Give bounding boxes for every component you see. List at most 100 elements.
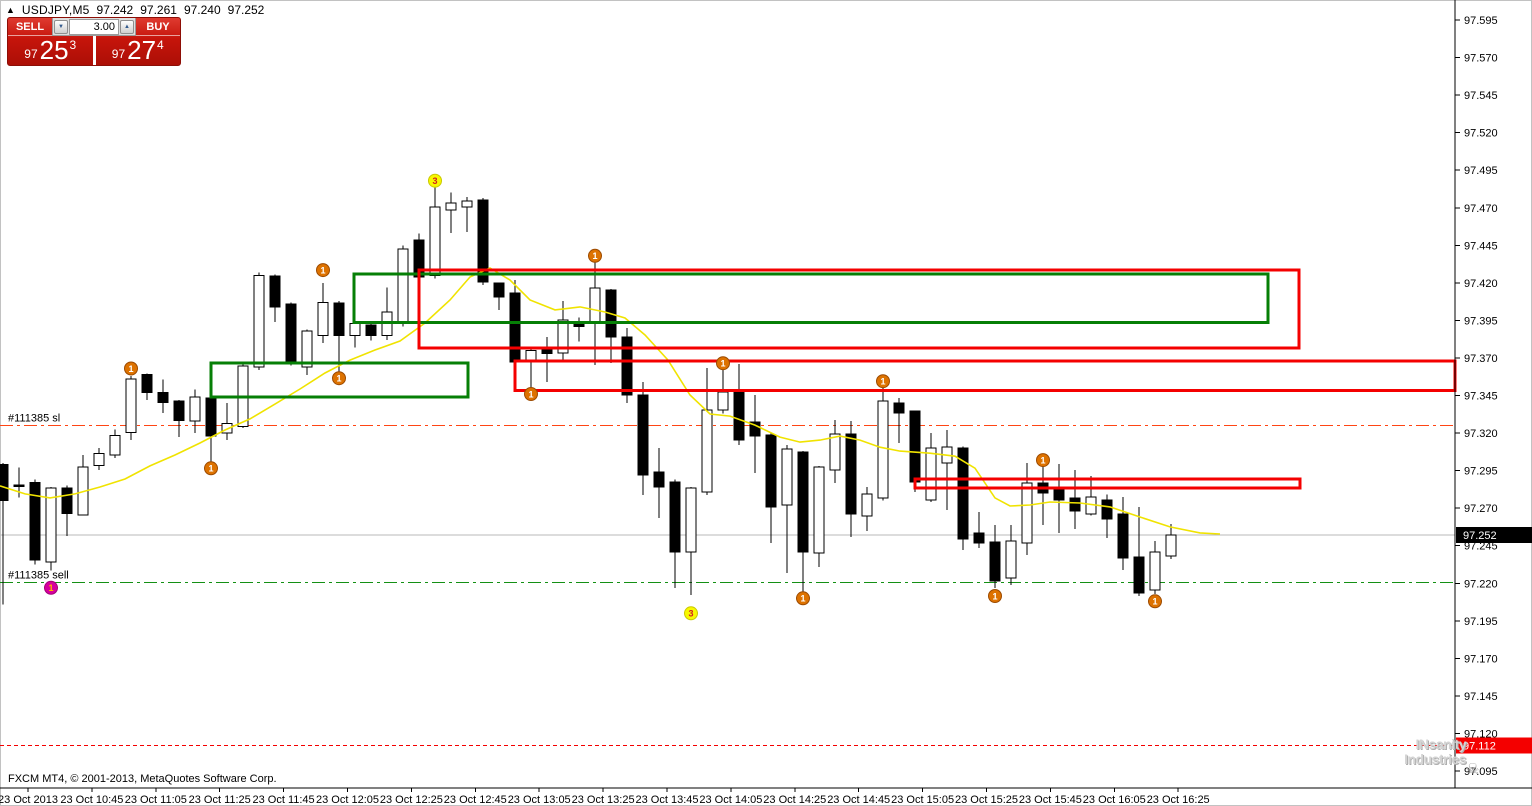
- buy-pipette: 4: [157, 38, 164, 52]
- candle: [189, 389, 201, 434]
- svg-text:3: 3: [688, 609, 693, 619]
- zones: [209, 268, 1457, 490]
- time-tick-label: 23 Oct 14:45: [827, 794, 890, 806]
- sell-pipette: 3: [69, 38, 77, 52]
- price-axis[interactable]: 97.595 97.570 97.545 97.520 97.495 97.470 97.4…: [1454, 0, 1532, 788]
- svg-text:1: 1: [128, 364, 133, 374]
- candle: [797, 451, 809, 598]
- svg-text:1: 1: [336, 374, 341, 384]
- terminal-copyright: FXCM MT4, © 2001-2013, MetaQuotes Softwa…: [8, 773, 277, 785]
- time-tick-label: 23 Oct 14:25: [763, 794, 826, 806]
- supply-zone-red-thin[interactable]: [913, 477, 1302, 490]
- candle: [381, 287, 393, 340]
- candle: [205, 395, 217, 466]
- symbol-label: USDJPY,M5: [21, 3, 90, 17]
- svg-text:1: 1: [208, 464, 213, 474]
- candle: [781, 445, 793, 573]
- price-tick-label: 97.270: [1464, 503, 1498, 515]
- candle: [29, 479, 41, 565]
- candle: [1165, 524, 1177, 560]
- current-price-badge: [1456, 527, 1532, 544]
- candle: [45, 487, 57, 571]
- stop-loss-line-label: #111385 sl: [8, 413, 60, 425]
- buy-price-display[interactable]: 97 27 4: [96, 36, 181, 65]
- time-tick-label: 23 Oct 14:05: [699, 794, 762, 806]
- volume-decrease-button[interactable]: ▼: [54, 19, 68, 34]
- candle: [253, 272, 265, 370]
- candle: [93, 448, 105, 470]
- price-tick-label: 97.120: [1464, 728, 1498, 740]
- price-tick-label: 97.320: [1464, 428, 1498, 440]
- candle: [445, 192, 457, 233]
- time-tick-label: 23 Oct 12:45: [444, 794, 507, 806]
- candle: [109, 429, 121, 458]
- signal-marker-orange: 1: [716, 356, 730, 371]
- candle: [173, 400, 185, 437]
- candle: [77, 454, 89, 516]
- candles: [0, 185, 1177, 605]
- collapse-panel-icon[interactable]: ▲: [6, 5, 15, 15]
- candle: [845, 421, 857, 537]
- candle: [285, 302, 297, 366]
- watermark-line2: Industries: [1404, 751, 1466, 767]
- price-tick-label: 97.395: [1464, 315, 1498, 327]
- triangle-up-icon: ▲: [124, 23, 130, 30]
- candle: [237, 363, 249, 428]
- price-tick-label: 97.220: [1464, 578, 1498, 590]
- svg-text:1: 1: [1152, 597, 1157, 607]
- candle: [813, 466, 825, 567]
- demand-zone-green-left[interactable]: [209, 361, 470, 399]
- candle: [685, 487, 697, 596]
- time-axis[interactable]: 23 Oct 2013 23 Oct 10:45 23 Oct 11:05 23 Oc…: [0, 787, 1532, 806]
- time-tick-label: 23 Oct 15:05: [891, 794, 954, 806]
- candle: [893, 398, 905, 444]
- signal-marker-orange: 1: [588, 248, 602, 263]
- price-tick-label: 97.420: [1464, 278, 1498, 290]
- candle: [861, 487, 873, 531]
- buy-pips: 27: [127, 35, 157, 65]
- signal-marker-orange: 1: [204, 461, 218, 476]
- trade-lines: #111385 sl #111385 sell: [0, 413, 1455, 746]
- signal-marker-yellow: 3: [428, 173, 442, 188]
- signal-marker-orange: 1: [796, 591, 810, 606]
- signal-markers: 1 1 1 1 3 1 1 3 1 1 1 1 1 1 1: [44, 173, 1162, 621]
- supply-zone-green-upper[interactable]: [352, 272, 1270, 325]
- symbol-ohlc-line: ▲ USDJPY,M5 97.242 97.261 97.240 97.252: [6, 3, 264, 17]
- time-tick-label: 23 Oct 12:25: [380, 794, 443, 806]
- buy-button[interactable]: BUY: [136, 18, 180, 36]
- alert-price-badge: [1456, 737, 1532, 754]
- signal-marker-orange: 1: [332, 371, 346, 386]
- candle: [1085, 476, 1097, 516]
- supply-zone-red-upper[interactable]: [417, 268, 1301, 350]
- sell-button[interactable]: SELL: [8, 18, 52, 36]
- volume-increase-button[interactable]: ▲: [120, 19, 134, 34]
- candle: [1117, 497, 1129, 570]
- svg-text:1: 1: [592, 251, 597, 261]
- supply-zone-red-mid[interactable]: [513, 359, 1457, 392]
- sell-entry-line-label: #111385 sell: [8, 570, 69, 582]
- time-tick-label: 23 Oct 13:45: [636, 794, 699, 806]
- signal-marker-orange: 1: [1036, 453, 1050, 468]
- time-tick-label: 23 Oct 13:05: [508, 794, 571, 806]
- candle: [157, 379, 169, 413]
- signal-marker-orange: 1: [1148, 594, 1162, 609]
- price-tick-label: 97.470: [1464, 203, 1498, 215]
- bar-open-value: 97.242: [96, 3, 134, 17]
- candle: [973, 512, 985, 549]
- candle: [557, 300, 569, 362]
- candle: [605, 288, 617, 364]
- candle: [269, 274, 281, 322]
- volume-input[interactable]: [69, 18, 119, 35]
- svg-text:1: 1: [48, 583, 53, 593]
- time-tick-label: 23 Oct 10:45: [60, 794, 123, 806]
- sell-big-figure: 97: [24, 47, 38, 61]
- time-tick-label: 23 Oct 2013: [0, 794, 58, 806]
- signal-marker-orange: 1: [876, 374, 890, 389]
- sell-price-display[interactable]: 97 25 3: [8, 36, 93, 65]
- candle: [1101, 494, 1113, 538]
- signal-marker-yellow: 3: [684, 606, 698, 621]
- price-tick-label: 97.370: [1464, 353, 1498, 365]
